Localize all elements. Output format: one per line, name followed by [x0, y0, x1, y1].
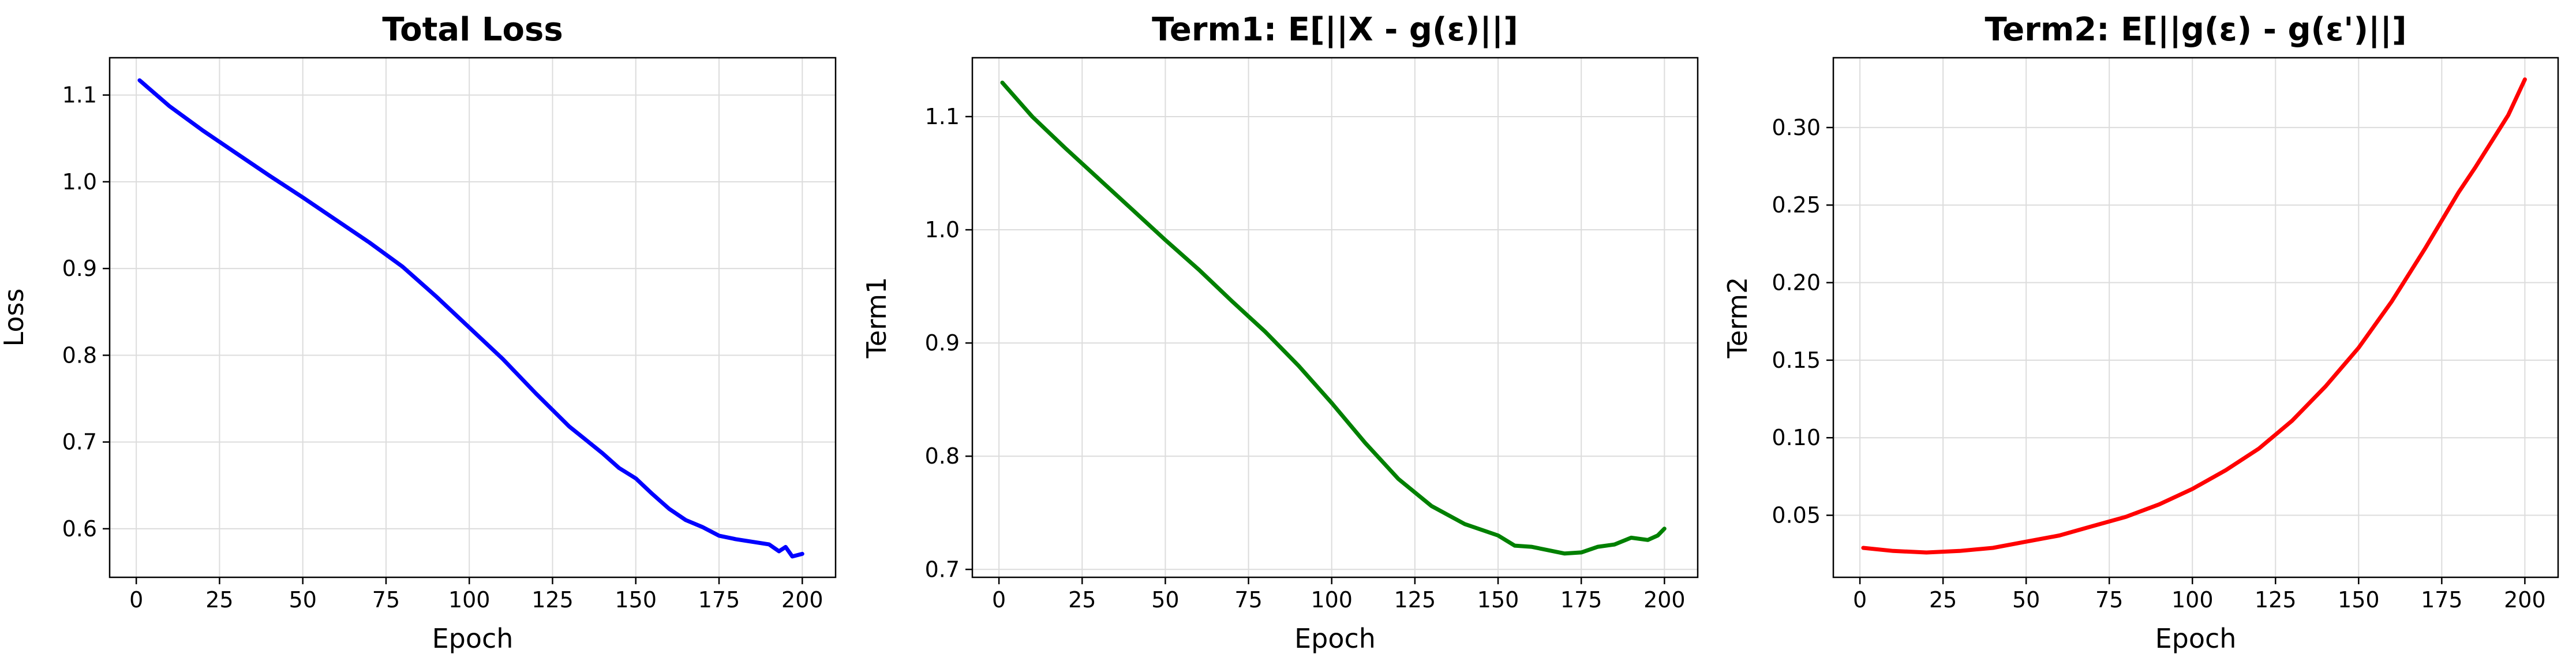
x-tick-label: 150	[2338, 587, 2380, 613]
y-tick-label: 0.10	[1772, 425, 1821, 450]
y-tick-label: 0.20	[1772, 270, 1821, 296]
x-tick-label: 0	[992, 587, 1006, 613]
axes-frame	[108, 57, 837, 578]
x-tick-label: 100	[1311, 587, 1353, 613]
x-tick-label: 75	[1234, 587, 1262, 613]
series-line-1	[1861, 77, 2527, 555]
x-tick-label: 0	[1853, 587, 1867, 613]
y-tick-label: 0.9	[62, 256, 97, 281]
y-axis-label: Term1	[861, 277, 892, 359]
y-tick-label: 0.30	[1772, 115, 1821, 140]
x-axis-label: Epoch	[2155, 623, 2237, 654]
x-tick-label: 50	[289, 587, 317, 613]
x-tick-label: 125	[2255, 587, 2297, 613]
x-tick-label: 25	[205, 587, 233, 613]
x-tick-label: 150	[1477, 587, 1519, 613]
y-tick-label: 0.25	[1772, 192, 1821, 218]
chart-title: Total Loss	[382, 11, 563, 48]
y-axis-label: Loss	[0, 289, 29, 347]
x-tick-label: 0	[129, 587, 143, 613]
x-tick-label: 75	[2095, 587, 2123, 613]
x-tick-label: 150	[615, 587, 657, 613]
series-line-1	[137, 78, 804, 559]
x-axis-label: Epoch	[1294, 623, 1376, 654]
y-tick-label: 0.9	[925, 330, 960, 356]
y-tick-label: 0.7	[925, 557, 960, 582]
chart-title: Term2: E[||g(ε) - g(ε')||]	[1985, 11, 2406, 48]
x-tick-label: 50	[1151, 587, 1179, 613]
y-tick-label: 1.0	[62, 169, 97, 195]
y-tick-label: 0.8	[925, 443, 960, 469]
x-tick-label: 200	[781, 587, 823, 613]
x-tick-label: 25	[1929, 587, 1957, 613]
axes-frame	[971, 57, 1699, 578]
y-axis-label: Term2	[1722, 277, 1753, 359]
x-tick-label: 75	[372, 587, 400, 613]
x-tick-label: 175	[698, 587, 740, 613]
series-line-1	[1000, 80, 1667, 556]
chart-title: Term1: E[||X - g(ε)||]	[1152, 11, 1518, 48]
x-tick-label: 200	[2504, 587, 2546, 613]
x-tick-label: 125	[531, 587, 574, 613]
chart-panel-2: 0 25 50 75 100 125 150 175 200 0.7 0.8 0.9 1.0 1.1 Ter…	[861, 11, 1699, 654]
y-tick-label: 1.1	[925, 104, 960, 129]
x-tick-label: 175	[2421, 587, 2463, 613]
x-tick-label: 100	[2171, 587, 2214, 613]
y-tick-label: 0.7	[62, 430, 97, 455]
x-tick-label: 50	[2012, 587, 2040, 613]
x-tick-label: 25	[1068, 587, 1096, 613]
chart-panel-1: 0 25 50 75 100 125 150 175 200 0.6 0.7 0.8 0.9 1.0 1.1…	[0, 11, 837, 654]
axes-frame	[1832, 57, 2559, 578]
chart-panel-3: 0 25 50 75 100 125 150 175 200 0.05 0.10 0.15 0.20 0.…	[1722, 11, 2559, 654]
x-tick-label: 100	[448, 587, 491, 613]
y-tick-label: 0.6	[62, 516, 97, 542]
x-axis-label: Epoch	[432, 623, 514, 654]
x-tick-label: 175	[1560, 587, 1602, 613]
x-tick-label: 200	[1643, 587, 1686, 613]
x-tick-label: 125	[1394, 587, 1436, 613]
y-tick-label: 0.15	[1772, 348, 1821, 373]
y-tick-label: 0.8	[62, 342, 97, 368]
y-tick-label: 1.1	[62, 83, 97, 108]
y-tick-label: 1.0	[925, 217, 960, 242]
y-tick-label: 0.05	[1772, 503, 1821, 528]
